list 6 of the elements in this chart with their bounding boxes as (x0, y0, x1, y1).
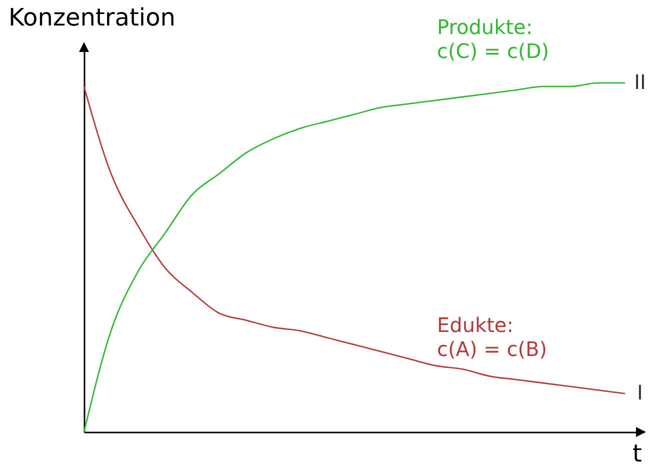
annotation: I (637, 380, 643, 405)
annotation: II (634, 70, 646, 94)
x-axis-title: t (632, 440, 642, 464)
series-label: Produkte: c(C) = c(D) (437, 15, 550, 63)
y-axis-title: Konzentration (8, 4, 176, 32)
series-label: Edukte: c(A) = c(B) (437, 313, 548, 361)
